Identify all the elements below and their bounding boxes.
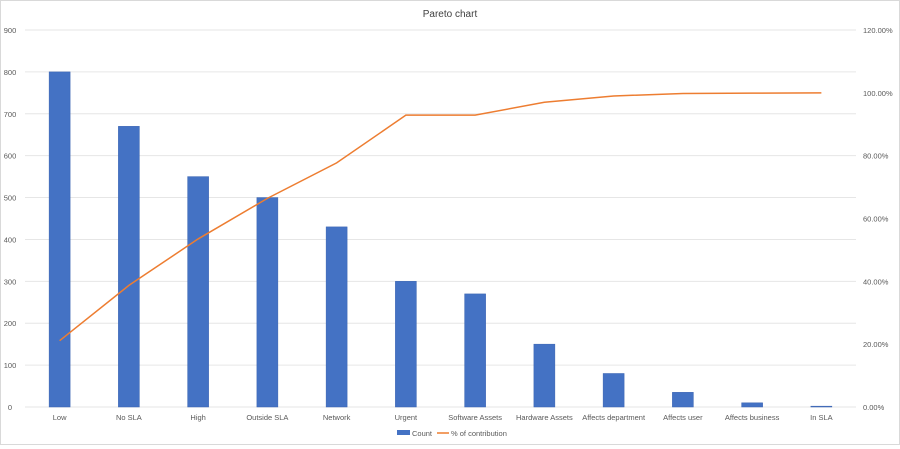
bar-affects-department xyxy=(603,373,624,407)
x-tick-label: Outside SLA xyxy=(246,413,288,422)
right-axis: 0.00% 20.00% 40.00% 60.00% 80.00% 100.00% 120.… xyxy=(863,26,893,412)
left-tick-label: 600 xyxy=(4,152,17,161)
bar-affects-user xyxy=(672,392,693,407)
legend-label-count: Count xyxy=(412,429,433,438)
left-tick-label: 700 xyxy=(4,110,17,119)
x-tick-label: Software Assets xyxy=(448,413,502,422)
contribution-line xyxy=(60,93,822,341)
x-tick-label: Affects business xyxy=(725,413,780,422)
right-tick-label: 20.00% xyxy=(863,340,889,349)
x-tick-label: Hardware Assets xyxy=(516,413,573,422)
bar-outside-sla xyxy=(257,198,278,407)
bar-network xyxy=(326,227,347,407)
x-tick-label: Affects department xyxy=(582,413,646,422)
legend-label-contribution: % of contribution xyxy=(451,429,507,438)
left-tick-label: 0 xyxy=(8,403,12,412)
bar-urgent xyxy=(395,281,416,407)
right-tick-label: 100.00% xyxy=(863,89,893,98)
bar-in-sla xyxy=(811,406,832,407)
right-tick-label: 40.00% xyxy=(863,277,889,286)
left-tick-label: 400 xyxy=(4,235,17,244)
contribution-series-line xyxy=(60,93,822,341)
bar-high xyxy=(188,177,209,407)
gridlines xyxy=(25,30,856,407)
bar-hardware-assets xyxy=(534,344,555,407)
legend[interactable]: Count % of contribution xyxy=(397,429,507,438)
left-tick-label: 100 xyxy=(4,361,17,370)
bar-no-sla xyxy=(118,126,139,407)
x-tick-label: High xyxy=(190,413,205,422)
bar-affects-business xyxy=(742,403,763,407)
x-tick-label: Affects user xyxy=(663,413,703,422)
bar-low xyxy=(49,72,70,407)
x-tick-label: In SLA xyxy=(810,413,833,422)
left-tick-label: 500 xyxy=(4,194,17,203)
legend-swatch-count xyxy=(397,430,410,435)
bar-software-assets xyxy=(465,294,486,407)
x-tick-label: Low xyxy=(53,413,67,422)
chart-title: Pareto chart xyxy=(423,9,478,20)
left-tick-label: 200 xyxy=(4,319,17,328)
left-tick-label: 900 xyxy=(4,26,17,35)
right-tick-label: 0.00% xyxy=(863,403,885,412)
left-tick-label: 300 xyxy=(4,277,17,286)
right-tick-label: 60.00% xyxy=(863,215,889,224)
right-tick-label: 120.00% xyxy=(863,26,893,35)
x-tick-label: Network xyxy=(323,413,351,422)
left-tick-label: 800 xyxy=(4,68,17,77)
x-axis: Low No SLA High Outside SLA Network Urgent Sof… xyxy=(53,413,833,422)
right-tick-label: 80.00% xyxy=(863,152,889,161)
x-tick-label: Urgent xyxy=(395,413,418,422)
left-axis: 0 100 200 300 400 500 600 700 800 900 xyxy=(4,26,17,412)
x-tick-label: No SLA xyxy=(116,413,142,422)
